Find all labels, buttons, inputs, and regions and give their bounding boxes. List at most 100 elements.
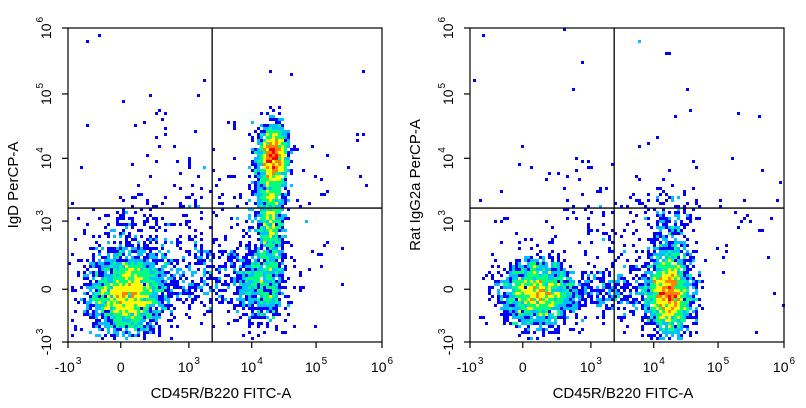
- event-bin: [263, 211, 266, 214]
- event-bin: [116, 310, 119, 313]
- event-bin: [281, 286, 284, 289]
- event-bin: [137, 334, 140, 337]
- event-bin: [533, 298, 536, 301]
- event-bin: [542, 283, 545, 286]
- event-bin: [761, 169, 764, 172]
- event-bin: [494, 304, 497, 307]
- event-bin: [566, 316, 569, 319]
- event-bin: [167, 307, 170, 310]
- event-bin: [200, 280, 203, 283]
- event-bin: [272, 127, 275, 130]
- event-bin: [758, 229, 761, 232]
- event-bin: [263, 316, 266, 319]
- event-bin: [557, 298, 560, 301]
- event-bin: [158, 301, 161, 304]
- event-bin: [269, 148, 272, 151]
- event-bin: [482, 34, 485, 37]
- event-bin: [566, 307, 569, 310]
- event-bin: [134, 250, 137, 253]
- event-bin: [179, 172, 182, 175]
- event-bin: [557, 313, 560, 316]
- event-bin: [155, 238, 158, 241]
- event-bin: [119, 322, 122, 325]
- event-bin: [554, 277, 557, 280]
- event-bin: [131, 268, 134, 271]
- event-bin: [542, 328, 545, 331]
- event-bin: [269, 295, 272, 298]
- event-bin: [566, 292, 569, 295]
- event-bin: [122, 253, 125, 256]
- event-bin: [131, 262, 134, 265]
- event-bin: [131, 289, 134, 292]
- event-bin: [119, 328, 122, 331]
- event-bin: [560, 274, 563, 277]
- event-bin: [536, 316, 539, 319]
- event-bin: [230, 256, 233, 259]
- event-bin: [266, 226, 269, 229]
- event-bin: [683, 304, 686, 307]
- event-bin: [137, 241, 140, 244]
- event-bin: [218, 256, 221, 259]
- event-bin: [560, 316, 563, 319]
- event-bin: [191, 274, 194, 277]
- event-bin: [653, 268, 656, 271]
- event-bin: [557, 280, 560, 283]
- event-bin: [617, 289, 620, 292]
- event-bin: [518, 265, 521, 268]
- event-bin: [644, 301, 647, 304]
- event-bin: [530, 262, 533, 265]
- event-bin: [260, 274, 263, 277]
- event-bin: [185, 298, 188, 301]
- event-bin: [188, 196, 191, 199]
- event-bin: [272, 268, 275, 271]
- event-bin: [671, 256, 674, 259]
- event-bin: [545, 280, 548, 283]
- event-bin: [86, 40, 89, 43]
- event-bin: [188, 166, 191, 169]
- event-bin: [167, 250, 170, 253]
- event-bin: [665, 316, 668, 319]
- event-bin: [668, 304, 671, 307]
- event-bin: [488, 298, 491, 301]
- event-bin: [515, 307, 518, 310]
- event-bin: [95, 286, 98, 289]
- event-bin: [674, 277, 677, 280]
- event-bin: [152, 268, 155, 271]
- event-bin: [515, 301, 518, 304]
- event-bin: [152, 271, 155, 274]
- event-bin: [152, 310, 155, 313]
- event-bin: [254, 289, 257, 292]
- event-bin: [125, 280, 128, 283]
- event-bin: [233, 277, 236, 280]
- event-bin: [557, 325, 560, 328]
- event-bin: [110, 295, 113, 298]
- event-bin: [170, 292, 173, 295]
- event-bin: [263, 217, 266, 220]
- event-bin: [674, 244, 677, 247]
- event-bin: [674, 253, 677, 256]
- event-bin: [260, 244, 263, 247]
- plot-panel-igd: -103 0 103 104 105 106-1030103104105106CD45R/…: [5, 16, 394, 402]
- event-bin: [272, 124, 275, 127]
- event-bin: [278, 172, 281, 175]
- event-bin: [260, 220, 263, 223]
- event-bin: [551, 265, 554, 268]
- event-bin: [548, 301, 551, 304]
- event-bin: [554, 328, 557, 331]
- event-bin: [650, 280, 653, 283]
- event-bin: [221, 301, 224, 304]
- event-bin: [665, 322, 668, 325]
- event-bin: [233, 271, 236, 274]
- event-bin: [674, 328, 677, 331]
- event-bin: [242, 259, 245, 262]
- event-bin: [179, 241, 182, 244]
- event-bin: [545, 322, 548, 325]
- event-bin: [125, 313, 128, 316]
- event-bin: [530, 301, 533, 304]
- event-bin: [674, 331, 677, 334]
- event-bin: [500, 295, 503, 298]
- event-bin: [299, 271, 302, 274]
- event-bin: [650, 226, 653, 229]
- event-bin: [230, 280, 233, 283]
- event-bin: [110, 325, 113, 328]
